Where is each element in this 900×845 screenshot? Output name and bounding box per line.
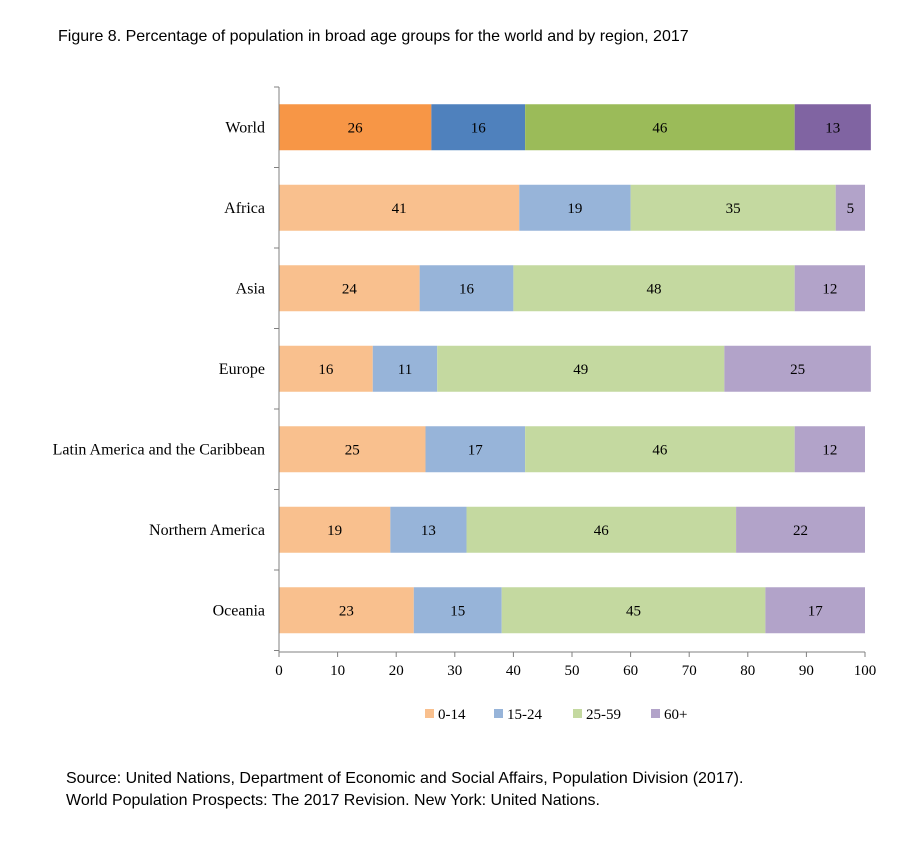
bar-segment [513, 265, 795, 312]
bar-segment [279, 104, 432, 151]
data-label: 23 [339, 603, 354, 619]
category-label: Europe [219, 361, 265, 378]
data-label: 12 [822, 442, 837, 458]
data-label: 25 [790, 362, 805, 378]
data-label: 24 [342, 281, 358, 297]
data-label: 11 [398, 362, 412, 378]
source-line: World Population Prospects: The 2017 Rev… [66, 792, 600, 809]
bar-segment [279, 506, 391, 553]
data-label: 16 [459, 281, 475, 297]
data-label: 19 [327, 523, 342, 539]
bar-segment [794, 265, 865, 312]
data-label: 46 [594, 523, 610, 539]
data-label: 5 [847, 201, 855, 217]
bar-segment [501, 587, 766, 634]
bar-segment [466, 506, 737, 553]
category-label: Oceania [213, 602, 265, 619]
data-label: 16 [318, 362, 334, 378]
data-label: 26 [348, 120, 364, 136]
bar-segment [835, 184, 865, 231]
bar-segment [519, 184, 631, 231]
data-label: 45 [626, 603, 641, 619]
bar-segment [794, 104, 871, 151]
bar-segment [765, 587, 865, 634]
x-tick-label: 0 [275, 663, 283, 679]
category-label: Latin America and the Caribbean [53, 441, 265, 458]
legend-label: 25-59 [586, 707, 621, 723]
bar-segment [630, 184, 836, 231]
data-label: 12 [822, 281, 837, 297]
legend-label: 0-14 [438, 707, 466, 723]
data-label: 17 [808, 603, 824, 619]
bar-segment [437, 345, 725, 392]
category-label: World [225, 119, 265, 136]
bar-segment [413, 587, 502, 634]
bar-segment [279, 345, 373, 392]
legend-swatch [425, 709, 434, 718]
data-label: 41 [392, 201, 407, 217]
data-label: 22 [793, 523, 808, 539]
data-label: 46 [652, 442, 668, 458]
bar-segment [419, 265, 514, 312]
bar-segment [279, 426, 426, 473]
bar-segment [425, 426, 526, 473]
data-label: 15 [450, 603, 465, 619]
legend-swatch [573, 709, 582, 718]
data-label: 46 [652, 120, 668, 136]
bar-segment [724, 345, 871, 392]
bar-segment [372, 345, 438, 392]
data-label: 35 [726, 201, 741, 217]
legend-label: 60+ [664, 707, 687, 723]
x-tick-label: 70 [682, 663, 697, 679]
legend-label: 15-24 [507, 707, 542, 723]
data-label: 16 [471, 120, 487, 136]
bar-segment [279, 184, 520, 231]
x-tick-label: 20 [389, 663, 404, 679]
legend-swatch [651, 709, 660, 718]
x-tick-label: 10 [330, 663, 345, 679]
data-label: 17 [468, 442, 484, 458]
legend-swatch [494, 709, 503, 718]
bar-segment [736, 506, 865, 553]
data-label: 25 [345, 442, 360, 458]
bar-segment [279, 587, 414, 634]
bar-segment [390, 506, 467, 553]
data-label: 48 [647, 281, 662, 297]
data-label: 19 [567, 201, 582, 217]
bar-segment [525, 104, 795, 151]
bar-segment [794, 426, 865, 473]
bar-segment [279, 265, 420, 312]
data-label: 13 [421, 523, 436, 539]
category-label: Northern America [149, 522, 265, 539]
bar-segment [525, 426, 795, 473]
x-tick-label: 60 [623, 663, 638, 679]
x-tick-label: 30 [447, 663, 462, 679]
x-tick-label: 50 [565, 663, 580, 679]
category-label: Africa [224, 200, 265, 217]
data-label: 49 [573, 362, 588, 378]
x-tick-label: 40 [506, 663, 521, 679]
chart-title: Figure 8. Percentage of population in br… [58, 28, 689, 45]
bar-segment [431, 104, 526, 151]
category-label: Asia [236, 280, 265, 297]
x-tick-label: 80 [740, 663, 755, 679]
source-note: Source: United Nations, Department of Ec… [66, 768, 743, 812]
x-tick-label: 100 [854, 663, 877, 679]
source-line: Source: United Nations, Department of Ec… [66, 770, 744, 787]
x-tick-label: 90 [799, 663, 814, 679]
data-label: 13 [825, 120, 840, 136]
